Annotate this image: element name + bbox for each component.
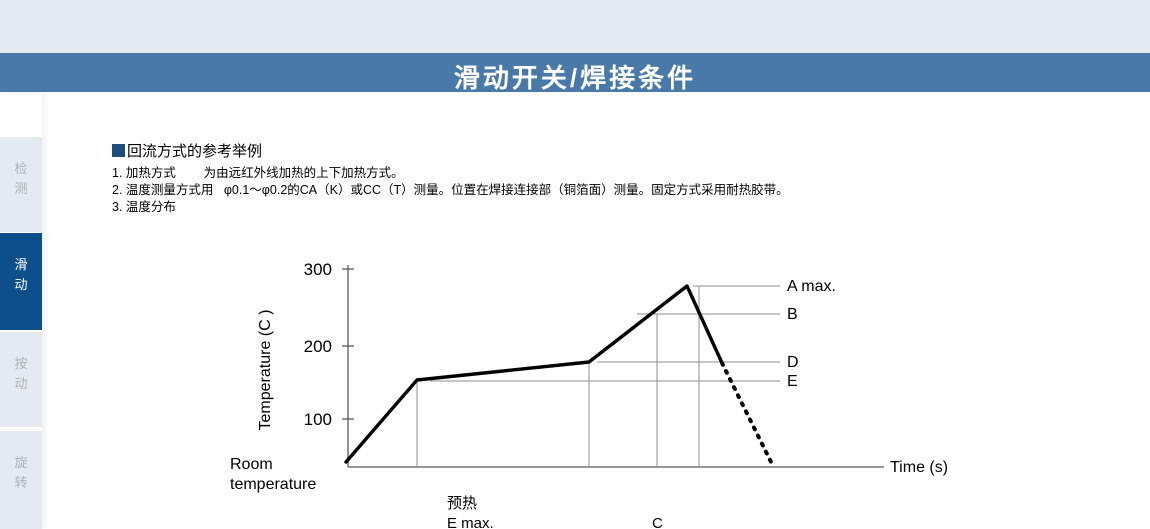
svg-text:C: C <box>652 515 663 529</box>
svg-text:Room: Room <box>230 456 273 473</box>
svg-text:A max.: A max. <box>787 278 836 295</box>
svg-text:100: 100 <box>304 410 332 429</box>
svg-text:E max.: E max. <box>447 515 494 529</box>
svg-text:300: 300 <box>304 260 332 279</box>
svg-text:D: D <box>787 354 799 371</box>
svg-text:预热: 预热 <box>447 495 477 512</box>
svg-text:E: E <box>787 373 798 390</box>
svg-text:temperature: temperature <box>230 476 316 493</box>
svg-text:200: 200 <box>304 337 332 356</box>
svg-text:B: B <box>787 306 798 323</box>
svg-text:Time (s): Time (s) <box>890 459 948 476</box>
svg-text:Temperature (C ): Temperature (C ) <box>257 310 274 431</box>
